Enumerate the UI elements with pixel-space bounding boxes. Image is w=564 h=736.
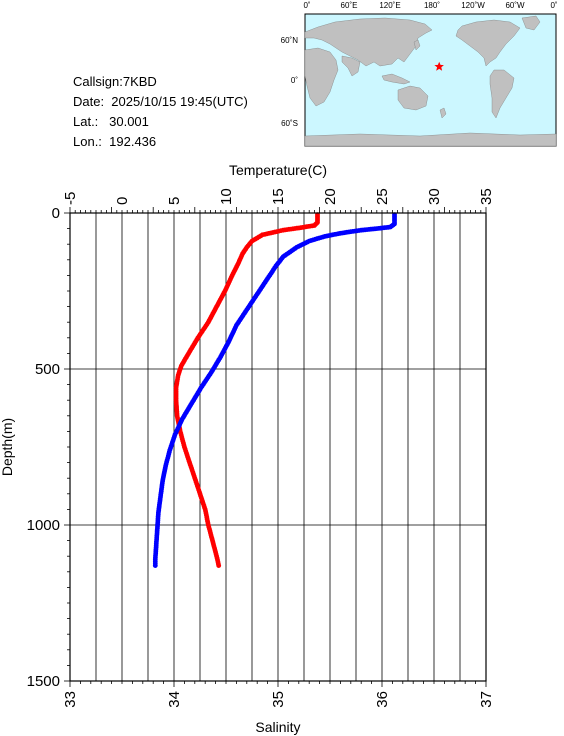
land-eurasia	[304, 17, 433, 67]
land-india	[341, 55, 361, 77]
map-lon-label: 120˚E	[379, 1, 400, 10]
map-lat-label: 60˚N	[281, 36, 299, 45]
land-japan	[413, 39, 421, 51]
land-australia	[397, 85, 429, 111]
temperature-tick-label: 0	[114, 197, 131, 205]
salinity-tick-label: 34	[166, 691, 183, 708]
map-lon-label: 60˚W	[505, 1, 525, 10]
land-antarctica	[304, 132, 557, 147]
plot-frame	[69, 212, 487, 682]
series-layer	[152, 212, 397, 568]
temperature-tick-label: 25	[374, 188, 391, 205]
salinity-tick-label: 35	[270, 691, 287, 708]
station-marker-icon	[434, 61, 444, 71]
world-map: 0˚ 60˚E 120˚E 180˚ 120˚W 60˚W 0˚ 60˚N 0˚…	[281, 1, 558, 147]
temperature-tick-label: 20	[322, 188, 339, 205]
temperature-tick-label: 35	[478, 188, 495, 205]
salinity-tick-label: 36	[374, 691, 391, 708]
salinity-data-point	[216, 563, 222, 568]
date-text: Date: 2025/10/15 19:45(UTC)	[73, 94, 248, 109]
temperature-data-point	[152, 563, 158, 568]
land-south-america	[489, 69, 515, 119]
depth-tick-label: 1500	[27, 673, 60, 690]
salinity-axis-title: Salinity	[255, 719, 300, 735]
map-lat-label: 0˚	[291, 76, 298, 85]
temperature-tick-label: -5	[62, 192, 79, 205]
depth-tick-label: 1000	[27, 517, 60, 534]
depth-tick-labels: 0 500 1000 1500	[27, 205, 60, 690]
temperature-tick-label: 10	[218, 188, 235, 205]
callsign-text: Callsign:7KBD	[73, 74, 157, 89]
land-africa	[304, 47, 339, 107]
temperature-tick-label: 30	[426, 188, 443, 205]
depth-axis-title: Depth(m)	[0, 418, 15, 476]
map-lon-label: 180˚	[424, 1, 440, 10]
temperature-tick-label: 15	[270, 188, 287, 205]
map-lon-label: 0˚	[303, 1, 310, 10]
longitude-text: Lon.: 192.436	[73, 134, 157, 149]
salinity-tick-labels: 33 34 35 36 37	[62, 691, 495, 708]
land-greenland	[521, 15, 541, 31]
land-indonesia	[381, 73, 411, 85]
salinity-tick-label: 33	[62, 691, 79, 708]
map-lon-label: 0˚	[550, 1, 557, 10]
depth-tick-label: 500	[35, 361, 60, 378]
map-lon-label: 120˚W	[461, 1, 485, 10]
depth-tick-label: 0	[52, 205, 60, 222]
map-labels: 0˚ 60˚E 120˚E 180˚ 120˚W 60˚W 0˚ 60˚N 0˚…	[281, 1, 558, 128]
map-lat-label: 60˚S	[281, 119, 298, 128]
temperature-tick-labels: -5 0 5 10 15 20 25 30 35	[62, 188, 495, 205]
map-land	[304, 15, 557, 147]
map-lon-label: 60˚E	[341, 1, 358, 10]
temperature-tick-label: 5	[166, 197, 183, 205]
salinity-tick-label: 37	[478, 691, 495, 708]
station-info: Callsign:7KBD Date: 2025/10/15 19:45(UTC…	[73, 72, 248, 152]
temperature-axis-title: Temperature(C)	[229, 162, 327, 178]
land-north-america	[455, 19, 521, 67]
profile-chart: -5 0 5 10 15 20 25 30 35 33 34 35 36 37 050010001500…	[0, 162, 495, 735]
latitude-text: Lat.: 30.001	[73, 114, 149, 129]
land-newzealand	[439, 107, 447, 119]
